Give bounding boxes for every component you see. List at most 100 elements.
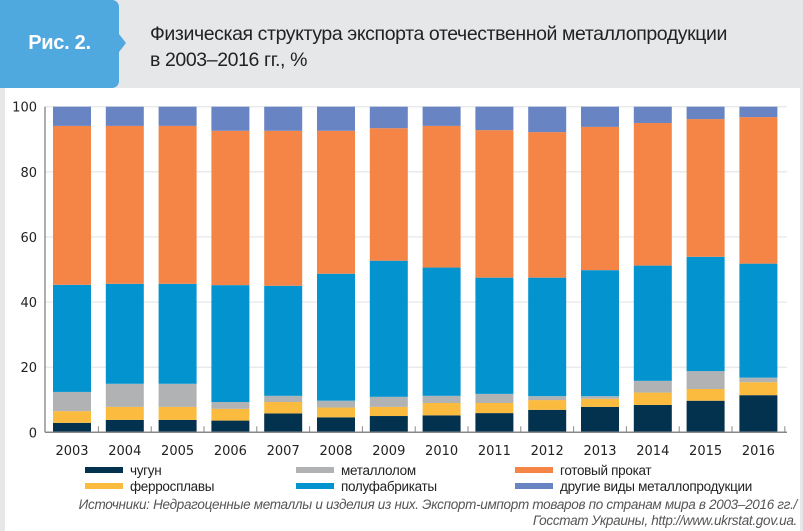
- bar-segment: [105, 406, 144, 420]
- bar-segment: [369, 260, 408, 397]
- bar-segment: [211, 420, 250, 433]
- bar-segment: [739, 117, 778, 264]
- bar-segment: [581, 406, 619, 433]
- bar-segment: [105, 125, 144, 284]
- legend-swatch: [296, 467, 334, 473]
- legend-item: другие виды металлопродукции: [515, 478, 752, 494]
- bar-segment: [264, 395, 303, 403]
- gridlines: [45, 106, 787, 368]
- bar-stack-2015: [686, 106, 725, 433]
- x-tick-label: 2014: [636, 444, 669, 459]
- legend-swatch: [296, 483, 334, 489]
- legend-label: готовый прокат: [560, 462, 652, 478]
- chart-title-line-2: в 2003–2016 гг., %: [150, 49, 308, 71]
- x-tick-label: 2012: [531, 444, 564, 459]
- y-tick-label: 80: [20, 166, 37, 181]
- bar-segment: [158, 283, 197, 384]
- bar-segment: [317, 417, 355, 433]
- bar-segment: [422, 267, 461, 396]
- legend-item: готовый прокат: [515, 462, 652, 478]
- bar-segment: [686, 371, 725, 389]
- bar-segment: [581, 106, 619, 127]
- bar-segment: [739, 377, 778, 383]
- bar-stack-2006: [211, 106, 250, 433]
- y-tick-label: 0: [29, 426, 37, 441]
- bar-segment: [369, 106, 408, 129]
- bar-segment: [633, 106, 672, 123]
- x-tick-label: 2004: [108, 444, 141, 459]
- bar-segment: [528, 400, 567, 410]
- bar-segment: [53, 106, 91, 126]
- bar-segment: [317, 130, 355, 274]
- bar-segment: [105, 383, 144, 407]
- bar-segment: [528, 396, 567, 401]
- bar-segment: [369, 128, 408, 261]
- bar-segment: [317, 400, 355, 408]
- x-tick-label: 2010: [425, 444, 458, 459]
- y-tick-label: 20: [20, 361, 37, 376]
- bar-segment: [158, 106, 197, 126]
- bar-segment: [475, 402, 514, 414]
- legend-swatch: [515, 467, 553, 473]
- legend-swatch: [85, 483, 123, 489]
- bar-segment: [528, 132, 567, 278]
- bar-segment: [158, 406, 197, 420]
- legend: чугун металлолом готовый прокат ферросплавы…: [0, 460, 803, 500]
- x-tick-label: 2013: [583, 444, 616, 459]
- figure-header: Рис. 2. Физическая структура экспорта от…: [0, 0, 803, 88]
- bar-segment: [158, 383, 197, 407]
- bar-segment: [422, 106, 461, 126]
- bar-segment: [53, 125, 91, 285]
- bar-segment: [422, 415, 461, 433]
- bar-segment: [475, 277, 514, 394]
- y-tick-labels: 0 20 40 60 80 100: [12, 101, 37, 442]
- tab-arrow-notch: [119, 34, 126, 52]
- bar-segment: [211, 402, 250, 409]
- bar-segment: [633, 122, 672, 266]
- bar-segment: [264, 130, 303, 286]
- x-tick-label: 2011: [478, 444, 511, 459]
- bar-segment: [369, 396, 408, 407]
- bar-segment: [528, 409, 567, 433]
- bar-segment: [53, 422, 91, 433]
- x-tick-label: 2009: [372, 444, 405, 459]
- bar-segment: [369, 416, 408, 433]
- bar-segment: [739, 382, 778, 396]
- figure-label-tab: Рис. 2.: [0, 0, 119, 88]
- bar-stack-2004: [105, 106, 144, 433]
- bar-segment: [739, 263, 778, 378]
- bar-segment: [317, 106, 355, 131]
- bar-segment: [211, 130, 250, 286]
- bar-stack-2010: [422, 106, 461, 433]
- bar-stack-2016: [739, 106, 778, 433]
- legend-label: другие виды металлопродукции: [560, 478, 753, 494]
- bar-segment: [53, 411, 91, 423]
- x-tick-labels: 2003 2004 2005 2006 2007 2008 2009 2010 2011 2012…: [55, 444, 774, 459]
- bar-stack-2009: [369, 106, 408, 433]
- bar-segment: [317, 273, 355, 401]
- bar-segment: [211, 106, 250, 131]
- legend-label: металлолом: [341, 462, 416, 478]
- x-tick-label: 2015: [689, 444, 722, 459]
- x-tick-label: 2008: [319, 444, 352, 459]
- bar-segment: [581, 396, 619, 399]
- bar-segment: [633, 265, 672, 381]
- y-tick-label: 40: [20, 296, 37, 311]
- legend-swatch: [85, 467, 123, 473]
- bar-segment: [581, 398, 619, 407]
- bar-segment: [53, 284, 91, 392]
- legend-item: ферросплавы: [85, 478, 214, 494]
- bar-segment: [264, 402, 303, 414]
- bar-segment: [633, 380, 672, 393]
- source-note: Источники: Недрагоценные металлы и издел…: [37, 497, 798, 529]
- bar-stack-2005: [158, 106, 197, 433]
- bar-segment: [686, 256, 725, 372]
- bar-segment: [105, 419, 144, 433]
- legend-item: чугун: [85, 462, 162, 478]
- bar-segment: [317, 407, 355, 418]
- legend-swatch: [515, 483, 553, 489]
- bar-segment: [686, 388, 725, 401]
- figure-label: Рис. 2.: [28, 32, 91, 54]
- bar-segment: [211, 285, 250, 403]
